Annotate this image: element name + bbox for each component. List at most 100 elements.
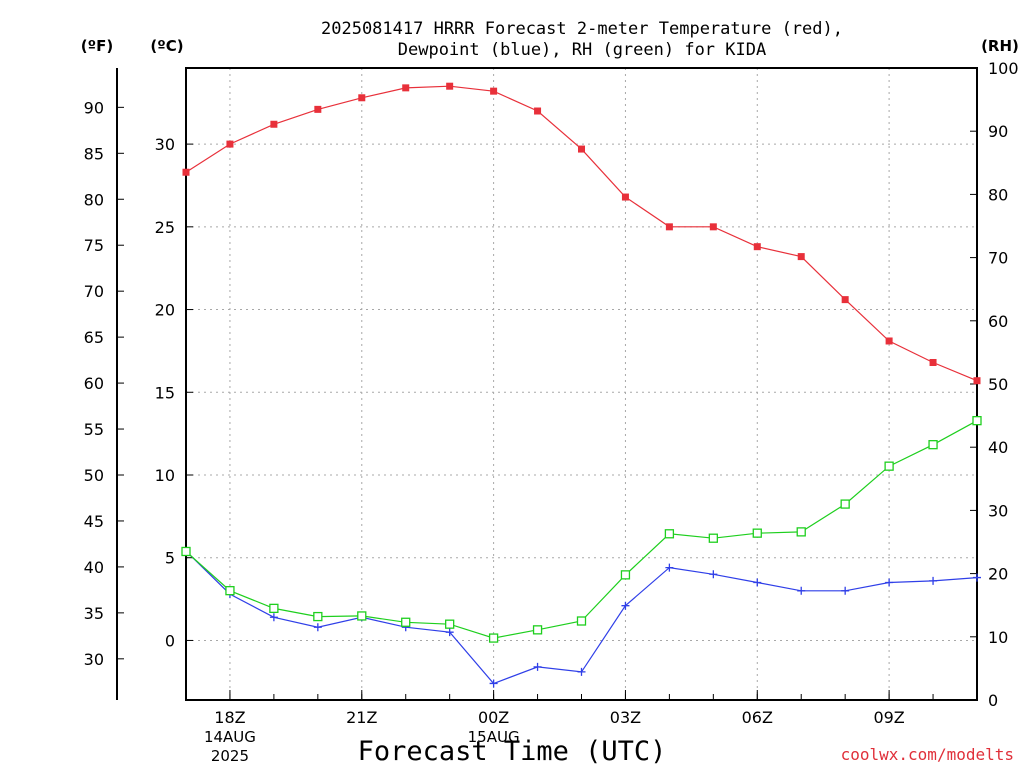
x-tick-label: 09Z (873, 708, 904, 727)
tick-labels: 0510152025303035404550556065707580859001… (84, 59, 1019, 765)
rh-point (708, 533, 718, 543)
temperature-point (358, 94, 366, 102)
fahrenheit-tick-label: 50 (84, 466, 104, 485)
temperature-point (753, 243, 761, 251)
temperature-point (226, 140, 234, 148)
temperature-point (314, 105, 322, 113)
celsius-tick-label: 25 (155, 218, 175, 237)
dewpoint-point (709, 570, 718, 579)
fahrenheit-tick-label: 90 (84, 98, 104, 117)
fahrenheit-unit-label: (ºF) (81, 37, 113, 55)
rh-tick-label: 90 (988, 122, 1008, 141)
data-series (181, 82, 982, 688)
temperature-point (446, 82, 454, 90)
rh-tick-label: 100 (988, 59, 1019, 78)
fahrenheit-tick-label: 55 (84, 420, 104, 439)
fahrenheit-tick-label: 75 (84, 236, 104, 255)
rh-unit-label: (RH) (981, 37, 1019, 55)
temperature-point (665, 223, 673, 231)
temperature-point (402, 84, 410, 92)
rh-point (532, 625, 543, 635)
temperature-line (185, 85, 978, 382)
fahrenheit-tick-label: 35 (84, 604, 104, 623)
temperature-point (929, 358, 937, 366)
rh-point (576, 616, 587, 626)
dewpoint-point (665, 563, 674, 572)
rh-line (185, 420, 978, 639)
rh-tick-label: 60 (988, 312, 1008, 331)
dewpoint-point (445, 628, 454, 637)
dewpoint-point (621, 601, 630, 610)
rh-point (928, 440, 938, 450)
temperature-point (270, 120, 278, 128)
rh-point (225, 586, 235, 596)
temperature-point (973, 377, 981, 385)
dewpoint-point (313, 623, 322, 632)
temperature-point (490, 87, 498, 95)
rh-point (313, 611, 323, 622)
plot-frame (185, 67, 978, 701)
x-tick-label: 21Z (346, 708, 377, 727)
dewpoint-point (973, 573, 981, 582)
celsius-tick-label: 30 (155, 135, 175, 154)
dewpoint-point (841, 586, 850, 595)
rh-point (664, 529, 675, 539)
dewpoint-point (797, 586, 806, 595)
chart-title-line1: 2025081417 HRRR Forecast 2-meter Tempera… (321, 19, 843, 39)
fahrenheit-tick-label: 30 (84, 650, 104, 669)
rh-tick-label: 30 (988, 501, 1008, 520)
x-tick-label: 06Z (742, 708, 773, 727)
rh-point (401, 617, 411, 627)
temperature-point (534, 107, 542, 115)
rh-point (752, 528, 762, 538)
celsius-tick-label: 15 (155, 383, 175, 402)
celsius-tick-label: 5 (165, 549, 175, 568)
rh-point (620, 570, 631, 580)
axes (116, 67, 978, 701)
dewpoint-point (577, 667, 586, 676)
fahrenheit-tick-label: 65 (84, 328, 104, 347)
celsius-unit-label: (ºC) (150, 37, 183, 55)
dewpoint-point (885, 578, 894, 587)
x-axis-label: Forecast Time (UTC) (358, 736, 667, 767)
x-tick-label: 18Z (214, 708, 245, 727)
dewpoint-point (753, 578, 762, 587)
temperature-point (797, 253, 805, 261)
fahrenheit-tick-label: 40 (84, 558, 104, 577)
temperature-point (578, 145, 585, 153)
x-date-label: 15AUG (468, 728, 520, 746)
temperature-point (182, 168, 190, 176)
rh-tick-label: 20 (988, 565, 1008, 584)
rh-tick-label: 40 (988, 438, 1008, 457)
rh-tick-label: 0 (988, 691, 998, 710)
temperature-point (709, 223, 717, 231)
x-year-label: 2025 (211, 747, 249, 765)
celsius-tick-label: 20 (155, 301, 175, 320)
fahrenheit-tick-label: 60 (84, 374, 104, 393)
series-temperature (182, 82, 981, 385)
rh-tick-label: 50 (988, 375, 1008, 394)
x-tick-label: 00Z (478, 708, 509, 727)
dewpoint-point (533, 662, 542, 671)
rh-tick-label: 10 (988, 628, 1008, 647)
series-rh (181, 416, 982, 643)
rh-point (269, 603, 279, 614)
dewpoint-point (489, 679, 498, 688)
rh-point (488, 633, 499, 643)
celsius-tick-label: 0 (165, 631, 175, 650)
credit-text: coolwx.com/modelts (841, 745, 1014, 764)
chart-title-line2: Dewpoint (blue), RH (green) for KIDA (398, 40, 766, 60)
dewpoint-point (929, 576, 938, 585)
x-date-label: 14AUG (204, 728, 256, 746)
fahrenheit-tick-label: 45 (84, 512, 104, 531)
rh-point (972, 416, 982, 426)
temperature-point (841, 296, 849, 304)
rh-point (796, 527, 806, 537)
temperature-point (885, 337, 893, 345)
rh-point (840, 499, 850, 509)
temperature-point (621, 193, 629, 201)
rh-point (884, 461, 894, 471)
x-tick-label: 03Z (610, 708, 641, 727)
celsius-tick-label: 10 (155, 466, 175, 485)
